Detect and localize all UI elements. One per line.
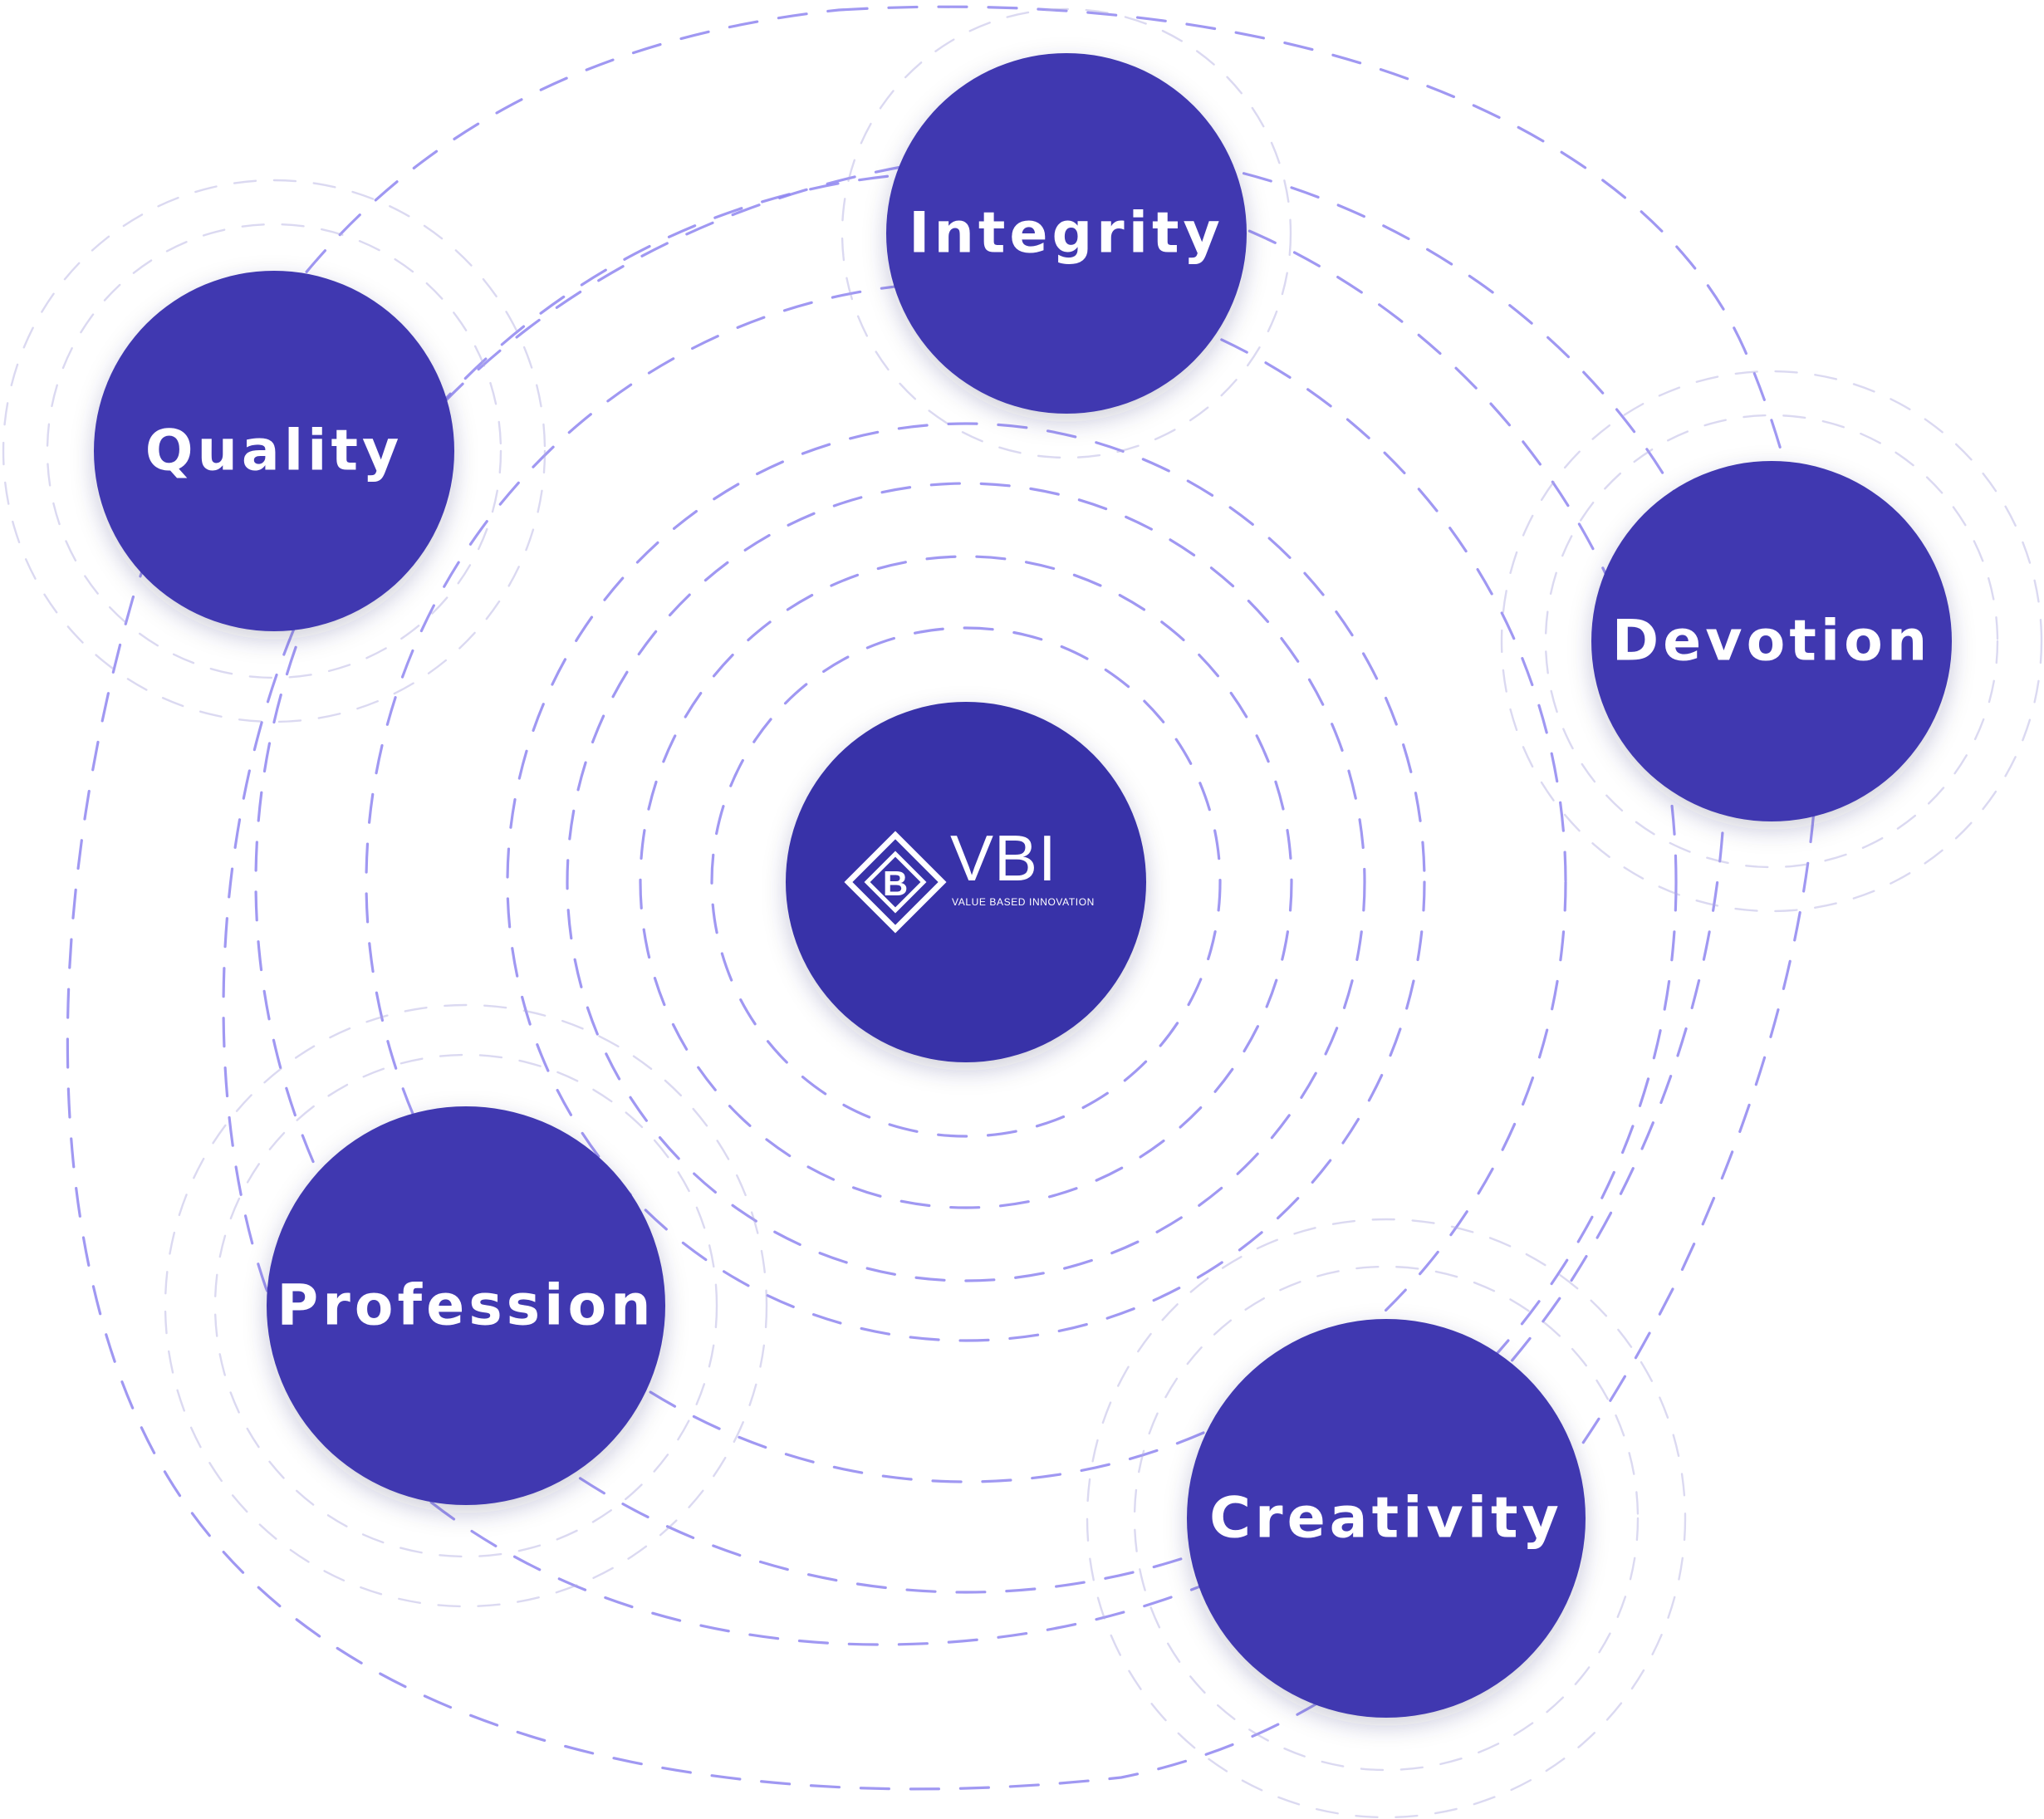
node-circle: [1591, 461, 1952, 821]
node-circle: [886, 53, 1247, 414]
node-circle: [267, 1106, 665, 1505]
value-label-quality: Quality: [145, 419, 404, 484]
value-label-devotion: Devotion: [1612, 609, 1932, 674]
value-node-creativity: Creativity: [1187, 1319, 1586, 1718]
value-node-devotion: Devotion: [1591, 461, 1952, 821]
center-circle: [786, 702, 1146, 1062]
center-node: B VBI VALUE BASED INNOVATION: [786, 702, 1146, 1062]
vbi-tagline: VALUE BASED INNOVATION: [952, 896, 1095, 908]
value-label-creativity: Creativity: [1209, 1486, 1563, 1552]
value-node-quality: Quality: [94, 271, 454, 631]
value-label-integrity: Integrity: [909, 201, 1224, 267]
vbi-logo-text: VBI: [950, 821, 1057, 895]
svg-text:B: B: [883, 864, 908, 903]
vbi-diamond-logo-icon: B: [844, 831, 947, 934]
value-node-integrity: Integrity: [886, 53, 1247, 414]
node-circle: [94, 271, 454, 631]
value-node-profession: Profession: [267, 1106, 665, 1505]
node-circle: [1187, 1319, 1586, 1718]
value-label-profession: Profession: [277, 1273, 654, 1339]
node-halos: [2, 7, 2043, 1819]
